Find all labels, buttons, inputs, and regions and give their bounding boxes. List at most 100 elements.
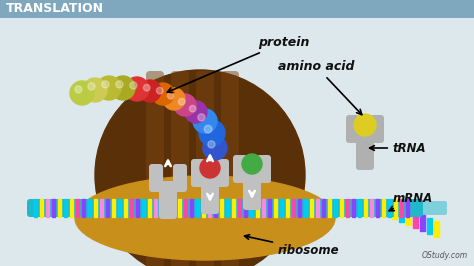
Circle shape — [185, 101, 207, 123]
Circle shape — [70, 81, 94, 105]
Bar — [394, 199, 397, 217]
Bar — [427, 218, 432, 234]
Bar — [434, 221, 439, 237]
Circle shape — [174, 94, 196, 116]
Bar — [136, 199, 139, 217]
Bar — [148, 199, 151, 217]
Circle shape — [144, 84, 150, 91]
Bar — [304, 199, 307, 217]
Bar — [214, 199, 217, 217]
Bar — [160, 199, 163, 217]
Ellipse shape — [75, 176, 335, 260]
Bar — [420, 215, 425, 231]
Circle shape — [199, 120, 225, 146]
Bar — [88, 199, 91, 217]
FancyBboxPatch shape — [191, 159, 205, 187]
Bar — [172, 199, 175, 217]
Bar — [274, 199, 277, 217]
Bar — [178, 199, 181, 217]
Circle shape — [139, 80, 161, 102]
Bar — [130, 199, 133, 217]
Text: amino acid: amino acid — [278, 60, 362, 115]
Bar — [220, 199, 223, 217]
Circle shape — [102, 81, 109, 88]
Bar — [142, 199, 145, 217]
Circle shape — [97, 76, 121, 100]
Bar — [392, 203, 397, 219]
Bar — [280, 199, 283, 217]
Circle shape — [95, 70, 305, 266]
Circle shape — [130, 82, 137, 89]
Bar — [388, 199, 391, 217]
Bar — [352, 199, 355, 217]
Bar — [256, 199, 259, 217]
FancyBboxPatch shape — [171, 71, 189, 266]
Bar — [100, 199, 103, 217]
Bar — [112, 199, 115, 217]
Bar — [118, 199, 121, 217]
Circle shape — [208, 141, 215, 148]
Circle shape — [198, 114, 205, 121]
Bar — [40, 199, 43, 217]
Circle shape — [75, 86, 82, 93]
Bar — [268, 199, 271, 217]
Bar — [154, 199, 157, 217]
Bar — [400, 199, 403, 217]
FancyBboxPatch shape — [346, 115, 360, 143]
Circle shape — [83, 78, 107, 102]
Text: tRNA: tRNA — [370, 142, 427, 155]
Bar — [346, 199, 349, 217]
Bar — [322, 199, 325, 217]
Circle shape — [190, 105, 196, 112]
Bar — [316, 199, 319, 217]
Circle shape — [111, 76, 135, 100]
Bar — [70, 199, 73, 217]
Bar — [166, 199, 169, 217]
Bar — [382, 199, 385, 217]
Bar — [82, 199, 85, 217]
Circle shape — [242, 154, 262, 174]
Circle shape — [152, 83, 174, 105]
Bar — [190, 199, 193, 217]
Circle shape — [163, 88, 185, 110]
Bar — [46, 199, 49, 217]
Text: mRNA: mRNA — [389, 192, 433, 211]
Text: protein: protein — [167, 36, 310, 93]
FancyBboxPatch shape — [159, 181, 177, 219]
Bar — [58, 199, 61, 217]
FancyBboxPatch shape — [383, 201, 447, 215]
Bar — [208, 199, 211, 217]
Bar — [413, 212, 418, 228]
FancyBboxPatch shape — [149, 164, 163, 192]
FancyBboxPatch shape — [257, 155, 271, 183]
FancyBboxPatch shape — [27, 199, 423, 217]
Circle shape — [167, 92, 174, 99]
Circle shape — [178, 98, 185, 105]
FancyBboxPatch shape — [356, 132, 374, 170]
FancyBboxPatch shape — [0, 0, 474, 18]
Bar — [262, 199, 265, 217]
Circle shape — [125, 77, 149, 101]
FancyBboxPatch shape — [243, 172, 261, 210]
Bar — [34, 199, 37, 217]
Circle shape — [88, 83, 95, 90]
Bar — [358, 199, 361, 217]
FancyBboxPatch shape — [215, 159, 229, 187]
FancyBboxPatch shape — [233, 155, 247, 183]
Bar — [376, 199, 379, 217]
Bar — [52, 199, 55, 217]
Circle shape — [204, 125, 212, 133]
Circle shape — [203, 136, 227, 160]
FancyBboxPatch shape — [201, 176, 219, 214]
Bar — [406, 199, 409, 217]
Circle shape — [354, 114, 376, 136]
Bar — [406, 209, 411, 225]
Bar — [286, 199, 289, 217]
Bar — [202, 199, 205, 217]
Bar — [364, 199, 367, 217]
Bar — [298, 199, 301, 217]
Bar — [226, 199, 229, 217]
Text: OStudy.com: OStudy.com — [422, 251, 468, 260]
Bar — [64, 199, 67, 217]
Bar — [310, 199, 313, 217]
